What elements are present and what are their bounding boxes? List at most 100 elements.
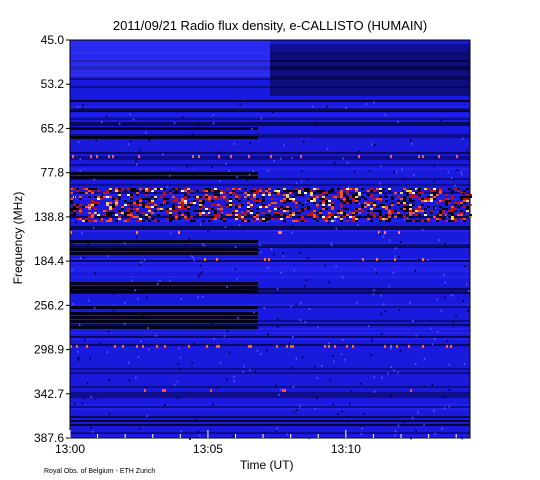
heatmap-speckle: [335, 265, 337, 268]
heatmap-cell: [283, 220, 286, 222]
heatmap-speckle: [74, 403, 76, 406]
heatmap-cell: [445, 194, 448, 196]
heatmap-speckle: [292, 386, 295, 388]
heatmap-cell: [220, 190, 223, 192]
heatmap-cell: [256, 202, 259, 204]
heatmap-cell: [325, 220, 328, 222]
heatmap-speckle: [218, 208, 220, 211]
heatmap-speckle: [173, 122, 176, 125]
heatmap-cell: [79, 208, 82, 210]
heatmap-speckle: [212, 122, 215, 125]
heatmap-cell: [325, 208, 328, 210]
heatmap-cell: [109, 196, 112, 198]
heatmap-cell: [217, 214, 220, 216]
heatmap-speckle: [218, 345, 220, 348]
y-tick-label: 77.8: [41, 166, 65, 180]
heatmap-speckle: [423, 423, 425, 426]
heatmap-speckle: [328, 345, 330, 348]
heatmap-speckle: [224, 226, 227, 229]
heatmap-speckle: [313, 366, 316, 369]
heatmap-cell: [112, 204, 115, 206]
heatmap-speckle: [342, 338, 344, 341]
heatmap-speckle: [376, 258, 378, 261]
heatmap-cell: [424, 198, 427, 200]
heatmap-cell: [70, 214, 73, 216]
heatmap-cell: [235, 218, 238, 220]
heatmap-cell: [277, 218, 280, 220]
heatmap-cell: [370, 196, 373, 198]
heatmap-speckle: [467, 309, 469, 312]
heatmap-cell: [172, 196, 175, 198]
heatmap-cell: [421, 204, 424, 206]
heatmap-cell: [79, 196, 82, 198]
heatmap-row: [70, 338, 470, 340]
heatmap-cell: [262, 200, 265, 202]
heatmap-speckle: [371, 339, 373, 342]
heatmap-cell: [313, 198, 316, 200]
heatmap-cell: [103, 196, 106, 198]
heatmap-cell: [199, 196, 202, 198]
heatmap-speckle: [186, 165, 189, 168]
heatmap-cell: [346, 214, 349, 216]
heatmap-cell: [124, 190, 127, 192]
heatmap-cell: [415, 220, 418, 222]
heatmap-speckle: [191, 361, 193, 364]
heatmap-speckle: [398, 256, 400, 259]
heatmap-cell: [148, 208, 151, 210]
heatmap-cell: [79, 218, 82, 220]
heatmap-cell: [76, 208, 79, 210]
heatmap-cell: [136, 210, 139, 212]
heatmap-cell: [178, 212, 181, 214]
heatmap-cell: [205, 210, 208, 212]
heatmap-cell: [166, 208, 169, 210]
heatmap-speckle: [289, 342, 291, 345]
chart-title: 2011/09/21 Radio flux density, e-CALLIST…: [112, 18, 428, 33]
heatmap-cell: [355, 196, 358, 198]
heatmap-cell: [361, 196, 364, 198]
heatmap-cell: [190, 204, 193, 206]
heatmap-cell: [307, 188, 310, 190]
heatmap-cell: [343, 216, 346, 218]
heatmap-speckle: [124, 301, 126, 304]
heatmap-cell: [124, 212, 127, 214]
heatmap-cell: [415, 196, 418, 198]
heatmap-cell: [205, 198, 208, 200]
heatmap-cell: [148, 210, 151, 212]
heatmap-speckle: [382, 190, 385, 193]
heatmap-cell: [301, 194, 304, 196]
heatmap-speckle: [164, 389, 166, 392]
heatmap-speckle: [212, 113, 214, 116]
x-tick-label: 13:00: [55, 442, 85, 456]
heatmap-cell: [292, 198, 295, 200]
heatmap-cell: [118, 218, 121, 220]
heatmap-cell: [364, 198, 367, 200]
heatmap-speckle: [193, 175, 195, 178]
heatmap-cell: [298, 194, 301, 196]
heatmap-cell: [244, 214, 247, 216]
heatmap-cell: [181, 198, 184, 200]
heatmap-speckle: [93, 178, 96, 181]
heatmap-speckle: [292, 224, 294, 227]
heatmap-cell: [424, 208, 427, 210]
heatmap-cell: [115, 214, 118, 216]
heatmap-cell: [313, 216, 316, 218]
heatmap-speckle: [390, 394, 392, 397]
heatmap-speckle: [213, 337, 215, 340]
heatmap-cell: [130, 190, 133, 192]
heatmap-cell: [151, 190, 154, 192]
heatmap-speckle: [362, 259, 365, 262]
heatmap-speckle: [177, 363, 179, 366]
heatmap-cell: [376, 198, 379, 200]
heatmap-cell: [73, 204, 76, 206]
heatmap-speckle: [230, 155, 232, 158]
heatmap-cell: [175, 214, 178, 216]
heatmap-cell: [109, 206, 112, 208]
heatmap-cell: [388, 216, 391, 218]
heatmap-row: [70, 220, 470, 222]
heatmap-speckle: [447, 171, 450, 174]
heatmap-cell: [367, 210, 370, 212]
heatmap-cell: [139, 188, 142, 190]
heatmap-speckle: [99, 217, 101, 220]
heatmap-cell: [205, 196, 208, 198]
heatmap-cell: [160, 204, 163, 206]
